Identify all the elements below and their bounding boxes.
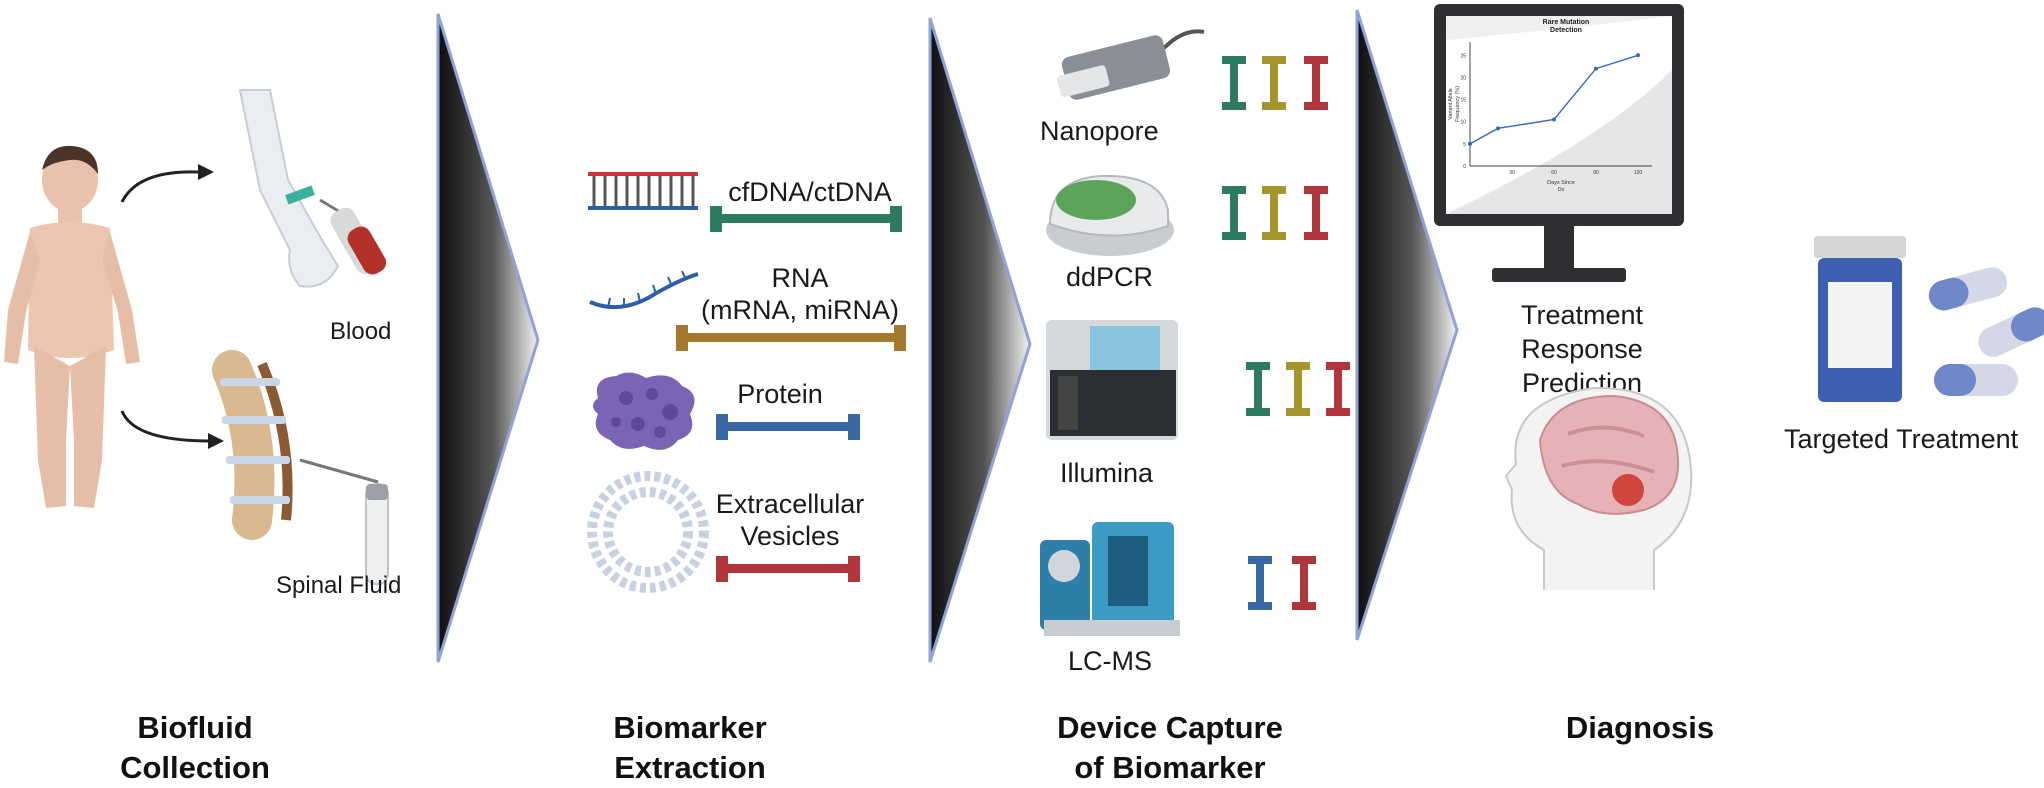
blood-label: Blood (330, 318, 392, 345)
biomarker-label-vesicles: Extracellular Vesicles (715, 489, 865, 551)
pill-bottle-icon (1814, 236, 1906, 402)
chart-title: Rare Mutation (1543, 19, 1590, 26)
y-tick-label: 0 (1463, 164, 1466, 170)
x-axis-label: Dx (1558, 187, 1565, 193)
data-point (1594, 66, 1598, 71)
x-tick-label: 120 (1634, 170, 1643, 176)
x-tick-label: 30 (1509, 170, 1515, 176)
device-label-ddpcr: ddPCR (1066, 262, 1154, 292)
y-axis-label: Variant Allele (1448, 88, 1454, 120)
arrow-2 (928, 17, 1032, 663)
x-tick-label: 90 (1593, 170, 1599, 176)
capture-bar (1292, 556, 1316, 610)
device-label-lcms: LC-MS (1068, 646, 1153, 676)
arrow-1 (436, 13, 540, 663)
capture-bar (1304, 186, 1328, 240)
capture-bar (1262, 56, 1286, 110)
curved-arrow-spinal (120, 410, 224, 449)
y-tick-label: 15 (1460, 98, 1466, 104)
spinal-needle-tube-icon (299, 458, 389, 585)
device-capture-bars (1222, 56, 1350, 610)
y-tick-label: 5 (1463, 142, 1466, 148)
data-point (1552, 117, 1556, 122)
stage-title-diagnosis: Diagnosis (1565, 710, 1715, 745)
biomarker-bars (676, 206, 906, 582)
curved-arrow-blood (120, 164, 214, 203)
arm-blood-draw-icon (238, 89, 387, 288)
monitor-icon (1434, 4, 1684, 282)
biomarker-label-rna: RNA (mRNA, miRNA) (701, 263, 899, 325)
capsule-pills-icon (1928, 267, 2044, 396)
y-tick-label: 25 (1460, 53, 1466, 59)
y-tick-label: 10 (1460, 120, 1466, 126)
x-tick-label: 60 (1551, 170, 1557, 176)
biomarker-label-protein: Protein (737, 379, 823, 409)
capture-bar (1246, 362, 1270, 416)
rna-strand-icon (589, 270, 699, 310)
x-axis-label: Days Since (1547, 180, 1575, 186)
device-bars-nanopore (1222, 56, 1328, 110)
capture-bar (1222, 56, 1246, 110)
device-bars-ddpcr (1222, 186, 1328, 240)
device-bars-lcms (1248, 556, 1316, 610)
capture-bar (1222, 186, 1246, 240)
capture-bar (1262, 186, 1286, 240)
lcms-device-icon (1040, 522, 1180, 636)
y-axis-label: Frequency (%) (1455, 86, 1461, 122)
chart-title: Detection (1550, 27, 1582, 34)
biomarker-bar-vesicles (716, 556, 860, 582)
protein-blob-icon (593, 372, 695, 450)
biomarker-bar-protein (716, 414, 860, 440)
biomarker-label-cfdna: cfDNA/ctDNA (728, 177, 892, 207)
data-point (1468, 141, 1472, 146)
monitor-line-chart: 0 5 10 15 20 25 30 60 90 120 Rare MutationDetectio… (1448, 19, 1652, 193)
stage-title-device-capture: Device Capture of Biomarker (1057, 710, 1283, 785)
series-line (1469, 54, 1639, 145)
targeted-treatment-label: Targeted Treatment (1784, 424, 2019, 454)
device-label-illumina: Illumina (1060, 458, 1154, 488)
device-bars-illumina (1246, 362, 1350, 416)
spinal-fluid-label: Spinal Fluid (276, 572, 402, 599)
stage-arrows (436, 9, 1459, 663)
capture-bar (1286, 362, 1310, 416)
brain-head-icon (1504, 386, 1693, 590)
capture-bar (1326, 362, 1350, 416)
child-figure-icon (4, 145, 140, 508)
biomarker-bar-rna (676, 325, 906, 351)
treatment-response-label: Treatment Response Prediction (1520, 300, 1644, 398)
ddpcr-device-icon (1046, 174, 1174, 256)
capture-bar (1304, 56, 1328, 110)
extracellular-vesicle-icon (587, 471, 709, 593)
capture-bar (1248, 556, 1272, 610)
biomarker-bar-cfdna (710, 206, 902, 232)
dna-ladder-icon (588, 172, 698, 210)
data-point (1636, 53, 1640, 58)
spine-icon (212, 350, 293, 540)
y-tick-label: 20 (1460, 75, 1466, 81)
device-label-nanopore: Nanopore (1040, 116, 1159, 146)
illumina-device-icon (1046, 320, 1178, 440)
arrow-3 (1355, 9, 1459, 641)
nanopore-device-icon (1057, 29, 1205, 100)
data-point (1496, 126, 1500, 131)
